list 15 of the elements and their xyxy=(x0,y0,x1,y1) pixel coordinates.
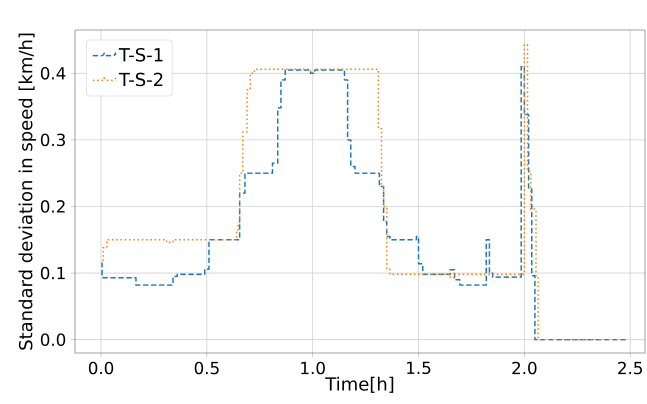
y-tick-label: 0.2 xyxy=(40,200,65,213)
y-tick-label: 0.3 xyxy=(40,134,65,146)
x-tick-label: 1.5 xyxy=(407,362,430,374)
x-axis-title: Time[h] xyxy=(325,376,394,393)
x-tick-label: 2.0 xyxy=(512,362,536,374)
x-tick-label: 0.5 xyxy=(194,362,219,374)
x-tick-label: 0.0 xyxy=(88,362,114,374)
legend-label: T-S-2 xyxy=(118,72,162,86)
x-tick-label: 2.5 xyxy=(618,362,642,374)
y-tick-label: 0.4 xyxy=(40,66,66,80)
x-tick-label: 1.0 xyxy=(301,362,325,374)
y-tick-label: 0.0 xyxy=(40,333,66,346)
y-tick-label: 0.1 xyxy=(40,266,65,280)
y-axis-title: Standard deviation in speed [km/h] xyxy=(18,34,36,350)
legend-label: T-S-1 xyxy=(118,48,162,62)
